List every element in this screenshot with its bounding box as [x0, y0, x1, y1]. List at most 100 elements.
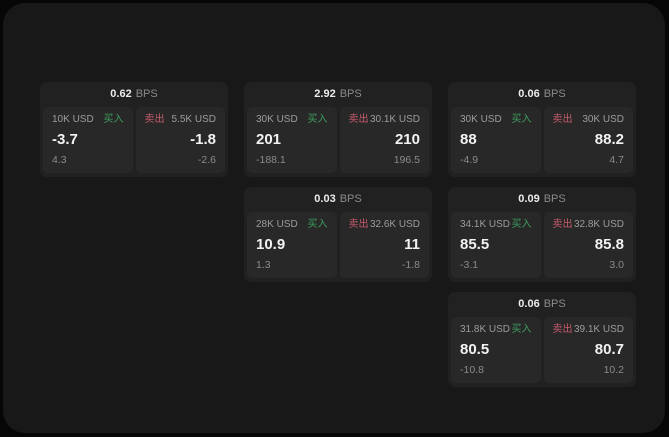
buy-price: 85.5: [460, 235, 490, 253]
sell-change: -1.8: [401, 259, 420, 272]
quote-card: 0.62 BPS 10K USD 买入 -3.7 4.3 卖出 5.5K USD…: [40, 82, 228, 177]
quote-card: 0.06 BPS 30K USD 买入 88 -4.9 卖出 30K USD 8…: [448, 82, 636, 177]
sell-amount: 32.8K USD: [573, 219, 624, 230]
card-body: 30K USD 买入 201 -188.1 卖出 30.1K USD 210 1…: [244, 107, 432, 177]
buy-amount: 34.1K USD: [460, 219, 511, 230]
sell-side-label: 卖出: [348, 219, 369, 230]
buy-price: -3.7: [52, 130, 78, 148]
buy-side-label: 买入: [511, 219, 532, 230]
buy-panel-header: 30K USD 买入: [460, 114, 532, 125]
buy-amount: 31.8K USD: [460, 324, 511, 335]
card-header: 0.62 BPS: [40, 82, 228, 107]
buy-change: -4.9: [460, 154, 479, 167]
buy-panel[interactable]: 10K USD 买入 -3.7 4.3: [43, 107, 133, 173]
sell-price: 11: [404, 235, 420, 253]
bps-unit-label: BPS: [339, 88, 362, 100]
buy-panel[interactable]: 28K USD 买入 10.9 1.3: [247, 212, 337, 278]
card-body: 31.8K USD 买入 80.5 -10.8 卖出 39.1K USD 80.…: [448, 317, 636, 387]
card-header: 2.92 BPS: [244, 82, 432, 107]
bps-unit-label: BPS: [543, 298, 566, 310]
sell-amount: 39.1K USD: [573, 324, 624, 335]
sell-panel[interactable]: 卖出 32.6K USD 11 -1.8: [339, 212, 429, 278]
buy-change: -188.1: [256, 154, 286, 167]
sell-amount: 30K USD: [582, 114, 624, 125]
buy-panel[interactable]: 30K USD 买入 88 -4.9: [451, 107, 541, 173]
sell-price: 85.8: [594, 235, 624, 253]
sell-amount: 32.6K USD: [369, 219, 420, 230]
sell-panel[interactable]: 卖出 30.1K USD 210 196.5: [339, 107, 429, 173]
sell-panel[interactable]: 卖出 32.8K USD 85.8 3.0: [543, 212, 633, 278]
card-body: 34.1K USD 买入 85.5 -3.1 卖出 32.8K USD 85.8…: [448, 212, 636, 282]
bps-value: 0.09: [518, 193, 540, 205]
sell-panel-header: 卖出 32.8K USD: [553, 219, 625, 230]
buy-panel[interactable]: 34.1K USD 买入 85.5 -3.1: [451, 212, 541, 278]
buy-side-label: 买入: [103, 114, 124, 125]
sell-panel-header: 卖出 39.1K USD: [553, 324, 625, 335]
card-body: 10K USD 买入 -3.7 4.3 卖出 5.5K USD -1.8 -2.…: [40, 107, 228, 177]
bps-value: 0.03: [314, 193, 336, 205]
sell-amount: 5.5K USD: [171, 114, 216, 125]
sell-panel-header: 卖出 32.6K USD: [349, 219, 421, 230]
sell-price: 210: [394, 130, 420, 148]
buy-amount: 28K USD: [256, 219, 298, 230]
cards-grid: 0.62 BPS 10K USD 买入 -3.7 4.3 卖出 5.5K USD…: [40, 82, 636, 387]
buy-price: 201: [256, 130, 282, 148]
sell-panel-header: 卖出 5.5K USD: [145, 114, 217, 125]
buy-amount: 10K USD: [52, 114, 94, 125]
sell-change: -2.6: [197, 154, 216, 167]
bps-value: 2.92: [314, 88, 336, 100]
bps-value: 0.62: [110, 88, 132, 100]
buy-change: 4.3: [52, 154, 67, 167]
sell-side-label: 卖出: [552, 324, 573, 335]
buy-side-label: 买入: [511, 114, 532, 125]
sell-side-label: 卖出: [552, 219, 573, 230]
card-header: 0.03 BPS: [244, 187, 432, 212]
buy-price: 10.9: [256, 235, 286, 253]
buy-price: 80.5: [460, 340, 490, 358]
buy-change: -10.8: [460, 364, 484, 377]
buy-panel[interactable]: 30K USD 买入 201 -188.1: [247, 107, 337, 173]
sell-change: 10.2: [603, 364, 624, 377]
quote-card: 0.06 BPS 31.8K USD 买入 80.5 -10.8 卖出 39.1…: [448, 292, 636, 387]
sell-panel-header: 卖出 30K USD: [553, 114, 625, 125]
bps-unit-label: BPS: [543, 88, 566, 100]
buy-change: 1.3: [256, 259, 271, 272]
sell-change: 4.7: [609, 154, 624, 167]
sell-panel[interactable]: 卖出 5.5K USD -1.8 -2.6: [135, 107, 225, 173]
sell-side-label: 卖出: [144, 114, 165, 125]
buy-panel-header: 30K USD 买入: [256, 114, 328, 125]
quote-card: 2.92 BPS 30K USD 买入 201 -188.1 卖出 30.1K …: [244, 82, 432, 177]
sell-panel[interactable]: 卖出 30K USD 88.2 4.7: [543, 107, 633, 173]
buy-side-label: 买入: [307, 114, 328, 125]
sell-price: 88.2: [594, 130, 624, 148]
buy-panel[interactable]: 31.8K USD 买入 80.5 -10.8: [451, 317, 541, 383]
card-header: 0.06 BPS: [448, 82, 636, 107]
buy-panel-header: 10K USD 买入: [52, 114, 124, 125]
card-body: 28K USD 买入 10.9 1.3 卖出 32.6K USD 11 -1.8: [244, 212, 432, 282]
buy-side-label: 买入: [511, 324, 532, 335]
sell-panel[interactable]: 卖出 39.1K USD 80.7 10.2: [543, 317, 633, 383]
bps-value: 0.06: [518, 88, 540, 100]
card-body: 30K USD 买入 88 -4.9 卖出 30K USD 88.2 4.7: [448, 107, 636, 177]
sell-change: 196.5: [393, 154, 420, 167]
bps-unit-label: BPS: [339, 193, 362, 205]
card-header: 0.06 BPS: [448, 292, 636, 317]
buy-panel-header: 31.8K USD 买入: [460, 324, 532, 335]
bps-value: 0.06: [518, 298, 540, 310]
buy-amount: 30K USD: [256, 114, 298, 125]
buy-panel-header: 34.1K USD 买入: [460, 219, 532, 230]
sell-price: -1.8: [190, 130, 216, 148]
buy-amount: 30K USD: [460, 114, 502, 125]
sell-side-label: 卖出: [348, 114, 369, 125]
sell-change: 3.0: [609, 259, 624, 272]
card-header: 0.09 BPS: [448, 187, 636, 212]
buy-side-label: 买入: [307, 219, 328, 230]
buy-price: 88: [460, 130, 477, 148]
sell-price: 80.7: [594, 340, 624, 358]
bps-unit-label: BPS: [135, 88, 158, 100]
quote-card: 0.09 BPS 34.1K USD 买入 85.5 -3.1 卖出 32.8K…: [448, 187, 636, 282]
buy-change: -3.1: [460, 259, 479, 272]
sell-side-label: 卖出: [552, 114, 573, 125]
buy-panel-header: 28K USD 买入: [256, 219, 328, 230]
bps-unit-label: BPS: [543, 193, 566, 205]
